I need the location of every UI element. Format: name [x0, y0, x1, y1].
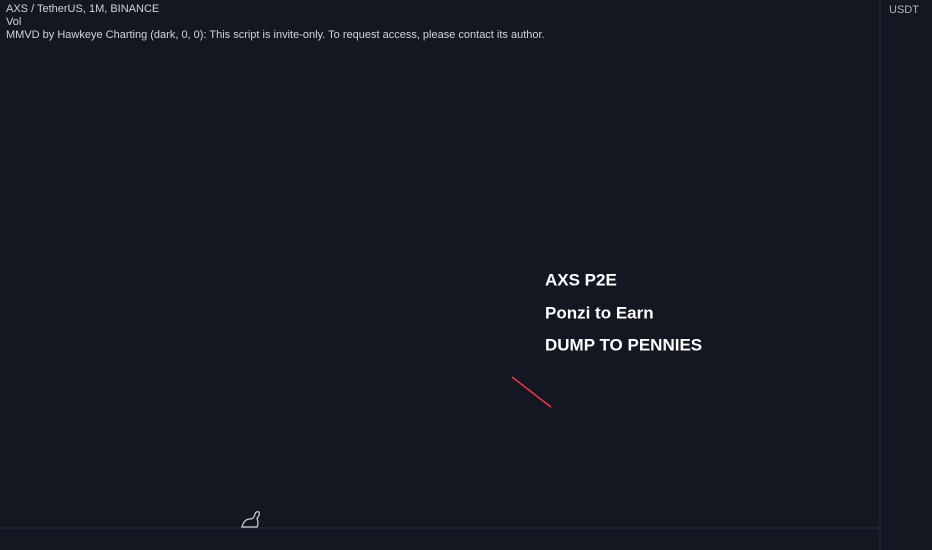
- arrow: [511, 376, 552, 408]
- annotation: DUMP TO PENNIES: [545, 335, 702, 354]
- chart-title: AXS / TetherUS, 1M, BINANCE: [6, 3, 159, 15]
- y-axis-label: USDT: [889, 4, 919, 16]
- annotation: Ponzi to Earn: [545, 303, 654, 322]
- indicator-legend: MMVD by Hawkeye Charting (dark, 0, 0): T…: [6, 29, 545, 41]
- logo: [241, 511, 260, 528]
- volume-legend: Vol: [6, 16, 21, 28]
- annotation: AXS P2E: [545, 270, 617, 289]
